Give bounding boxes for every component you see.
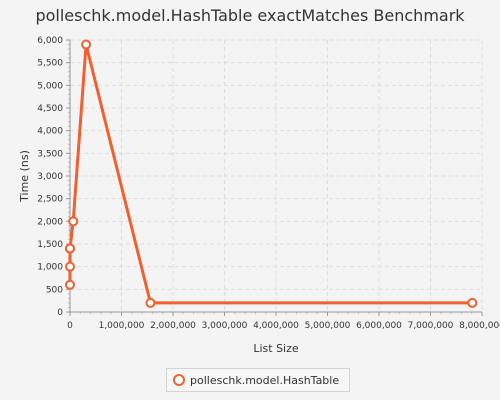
grid-lines xyxy=(70,39,483,312)
x-tick-label: 2,000,000 xyxy=(150,321,196,331)
y-axis-label: Time (ns) xyxy=(18,150,31,203)
y-tick-label: 3,000 xyxy=(37,172,63,182)
data-point xyxy=(65,279,76,290)
y-tick-label: 6,000 xyxy=(37,36,63,46)
chart-title: polleschk.model.HashTable exactMatches B… xyxy=(35,6,465,25)
y-tick-label: 3,500 xyxy=(37,149,63,159)
x-tick-label: 7,000,000 xyxy=(408,321,454,331)
x-tick-label: 5,000,000 xyxy=(305,321,351,331)
legend-label: polleschk.model.HashTable xyxy=(190,373,340,387)
series xyxy=(65,39,478,308)
y-tick-label: 4,500 xyxy=(37,104,63,114)
y-tick-label: 5,000 xyxy=(37,81,63,91)
y-tick-label: 5,500 xyxy=(37,59,63,69)
x-tick-label: 1,000,000 xyxy=(99,321,145,331)
y-tick-label: 1,000 xyxy=(37,263,63,273)
x-tick-label: 8,000,000 xyxy=(459,321,500,331)
x-tick-label: 3,000,000 xyxy=(202,321,248,331)
legend-marker-icon xyxy=(173,374,185,386)
data-point xyxy=(81,39,92,50)
y-tick-label: 500 xyxy=(46,285,63,295)
x-tick-label: 0 xyxy=(67,321,73,331)
y-tick-label: 4,000 xyxy=(37,127,63,137)
data-point xyxy=(65,243,76,254)
y-tick-label: 1,500 xyxy=(37,240,63,250)
y-tick-label: 0 xyxy=(57,308,63,318)
data-point xyxy=(145,297,156,308)
legend: polleschk.model.HashTable xyxy=(166,368,351,392)
tick-labels: 0 500 1,000 1,500 2,000 2,500 3,000 3,500 4,000 4… xyxy=(37,36,500,331)
data-point xyxy=(68,216,79,227)
x-tick-label: 6,000,000 xyxy=(356,321,402,331)
data-point xyxy=(65,261,76,272)
data-point xyxy=(467,297,478,308)
y-tick-label: 2,500 xyxy=(37,195,63,205)
x-tick-label: 4,000,000 xyxy=(253,321,299,331)
x-axis-label: List Size xyxy=(253,342,299,355)
y-tick-label: 2,000 xyxy=(37,217,63,227)
